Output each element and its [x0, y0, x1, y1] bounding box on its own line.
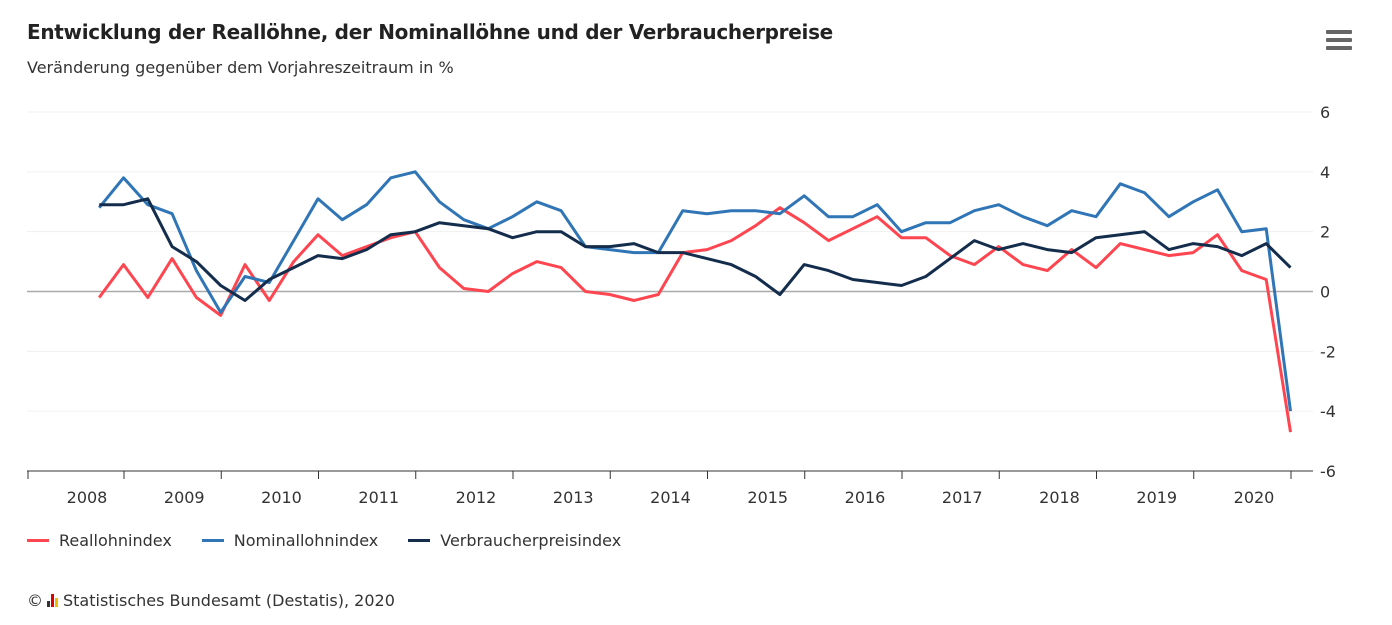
y-tick-label: -4: [1320, 402, 1336, 421]
x-tick-label: 2017: [942, 488, 983, 507]
destatis-logo: [47, 594, 58, 607]
x-tick-label: 2015: [747, 488, 788, 507]
y-tick-label: -6: [1320, 462, 1336, 481]
x-tick-label: 2018: [1039, 488, 1080, 507]
y-tick-label: -2: [1320, 342, 1336, 361]
legend-label: Verbraucherpreisindex: [440, 531, 622, 550]
series-line-verbraucherpreisindex: [99, 197, 1292, 302]
x-tick-label: 2008: [67, 488, 108, 507]
y-tick-label: 0: [1320, 283, 1330, 302]
x-tick-label: 2010: [261, 488, 302, 507]
legend-item-verbraucherpreisindex[interactable]: Verbraucherpreisindex: [408, 531, 621, 550]
x-tick-label: 2019: [1136, 488, 1177, 507]
x-tick-label: 2014: [650, 488, 691, 507]
legend-label: Nominallohnindex: [233, 531, 379, 550]
legend-item-reallohnindex[interactable]: Reallohnindex: [27, 531, 172, 550]
copyright-symbol: ©: [27, 591, 43, 610]
x-tick-label: 2012: [456, 488, 497, 507]
legend-item-nominallohnindex[interactable]: Nominallohnindex: [201, 531, 379, 550]
series-line-nominallohnindex: [98, 170, 1292, 412]
chart-title: Entwicklung der Reallöhne, der Nominallö…: [27, 20, 833, 44]
legend-swatch: [408, 539, 431, 542]
y-tick-label: 2: [1320, 223, 1330, 242]
series-line-reallohnindex: [97, 206, 1292, 433]
x-tick-label: 2011: [358, 488, 399, 507]
x-tick-label: 2009: [164, 488, 205, 507]
footer: © Statistisches Bundesamt (Destatis), 20…: [27, 591, 395, 610]
legend: Reallohnindex Nominallohnindex Verbraucher…: [27, 531, 621, 550]
x-tick-label: 2016: [845, 488, 886, 507]
x-tick-label: 2013: [553, 488, 594, 507]
y-tick-label: 6: [1320, 103, 1330, 122]
x-tick-label: 2020: [1234, 488, 1275, 507]
legend-swatch: [201, 539, 224, 542]
y-tick-label: 4: [1320, 163, 1330, 182]
legend-label: Reallohnindex: [59, 531, 172, 550]
legend-swatch: [27, 539, 49, 542]
source-text: Statistisches Bundesamt (Destatis), 2020: [63, 591, 395, 610]
chart-subtitle: Veränderung gegenüber dem Vorjahreszeitr…: [27, 58, 454, 77]
hamburger-menu-icon[interactable]: [1326, 30, 1352, 52]
